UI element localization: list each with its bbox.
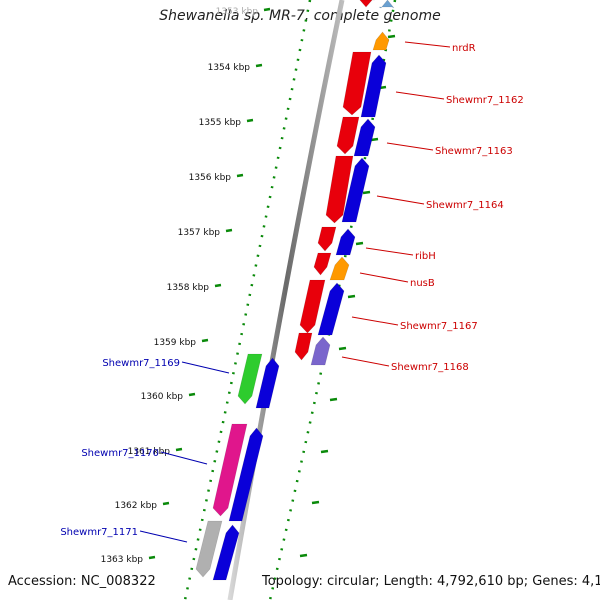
gene-leader-line	[351, 316, 399, 326]
kbp-label: 1355 kbp	[199, 118, 242, 128]
gene-arrow[interactable]	[378, 0, 395, 9]
kbp-tick	[148, 555, 156, 560]
gene-arrow[interactable]	[336, 116, 360, 155]
gene-arrow[interactable]	[360, 54, 387, 118]
outer-ring-tick	[387, 34, 396, 39]
kbp-label: 1357 kbp	[178, 228, 221, 238]
outer-ring-tick	[299, 553, 308, 558]
kbp-label: 1354 kbp	[208, 63, 251, 73]
gene-arrow[interactable]	[329, 256, 350, 281]
gene-label[interactable]: Shewmr7_1169	[102, 358, 180, 369]
gene-label[interactable]: Shewmr7_1167	[400, 321, 478, 332]
kbp-tick	[162, 501, 170, 506]
kbp-tick	[225, 228, 233, 233]
gene-arrow[interactable]	[212, 423, 248, 517]
gene-arrow[interactable]	[299, 279, 326, 334]
outer-ring-tick	[370, 137, 379, 142]
gene-arrow[interactable]	[228, 427, 264, 522]
gene-arrow[interactable]	[237, 353, 263, 405]
gene-leader-line	[386, 142, 434, 151]
gene-arrow[interactable]	[335, 228, 356, 256]
kbp-tick	[236, 173, 244, 178]
kbp-label: 1361 kbp	[128, 447, 171, 457]
kbp-tick	[201, 338, 209, 343]
kbp-label: 1360 kbp	[141, 392, 184, 402]
kbp-label: 1363 kbp	[101, 555, 144, 565]
gene-label[interactable]: Shewmr7_1163	[435, 146, 513, 157]
gene-leader-line	[139, 530, 188, 543]
gene-leader-line	[365, 247, 414, 256]
gene-arrow[interactable]	[325, 155, 354, 224]
gene-arrow[interactable]	[342, 51, 372, 116]
gene-arrow[interactable]	[212, 524, 240, 581]
gene-arrow[interactable]	[255, 357, 280, 409]
outer-ring-tick	[311, 500, 320, 505]
gene-leader-line	[181, 361, 230, 374]
kbp-label: 1358 kbp	[167, 283, 210, 293]
gene-leader-line	[359, 272, 409, 283]
gene-leader-line	[341, 356, 390, 367]
gene-leader-line	[395, 91, 445, 100]
map-title: Shewanella sp. MR-7, complete genome	[159, 8, 441, 24]
gene-label[interactable]: Shewmr7_1168	[391, 362, 469, 373]
outer-ring-tick	[329, 397, 338, 402]
kbp-label: 1353 kbp	[216, 7, 259, 17]
kbp-tick	[255, 63, 263, 68]
gene-leader-line	[160, 451, 208, 465]
genome-backbone	[227, 0, 345, 600]
kbp-label: 1359 kbp	[154, 338, 197, 348]
kbp-tick	[263, 7, 271, 12]
gene-label[interactable]: Shewmr7_1162	[446, 95, 524, 106]
gene-label[interactable]: Shewmr7_1170	[81, 448, 159, 459]
gene-leader-line	[376, 195, 425, 205]
gene-leader-line	[404, 41, 451, 48]
kbp-label: 1356 kbp	[189, 173, 232, 183]
gene-arrow[interactable]	[195, 520, 223, 578]
gene-arrow[interactable]	[359, 0, 375, 8]
kbp-label: 1362 kbp	[115, 501, 158, 511]
gene-label[interactable]: nrdR	[452, 43, 476, 54]
gene-arrow[interactable]	[353, 118, 376, 157]
outer-ring-tick	[320, 449, 329, 454]
outer-ring-tick	[355, 241, 364, 246]
gene-arrow[interactable]	[341, 157, 370, 223]
gene-arrow[interactable]	[317, 226, 337, 252]
genome-summary-text: Topology: circular; Length: 4,792,610 bp…	[262, 574, 600, 589]
gene-label[interactable]: Shewmr7_1164	[426, 200, 504, 211]
kbp-tick	[188, 392, 196, 397]
outer-ring-tick	[362, 190, 371, 195]
gene-arrow[interactable]	[294, 332, 313, 361]
gene-arrow[interactable]	[372, 31, 390, 51]
accession-text: Accession: NC_008322	[8, 574, 156, 589]
gene-arrow[interactable]	[317, 282, 345, 336]
gene-arrow[interactable]	[310, 336, 331, 366]
kbp-tick	[214, 283, 222, 288]
gene-label[interactable]: Shewmr7_1171	[60, 527, 138, 538]
outer-ring-tick	[338, 346, 347, 351]
outer-ring-tick	[347, 294, 356, 299]
gene-label[interactable]: ribH	[415, 251, 436, 262]
gene-label[interactable]: nusB	[410, 278, 435, 289]
gene-arrow[interactable]	[313, 252, 332, 276]
kbp-tick	[246, 118, 254, 123]
kbp-tick	[175, 447, 183, 452]
